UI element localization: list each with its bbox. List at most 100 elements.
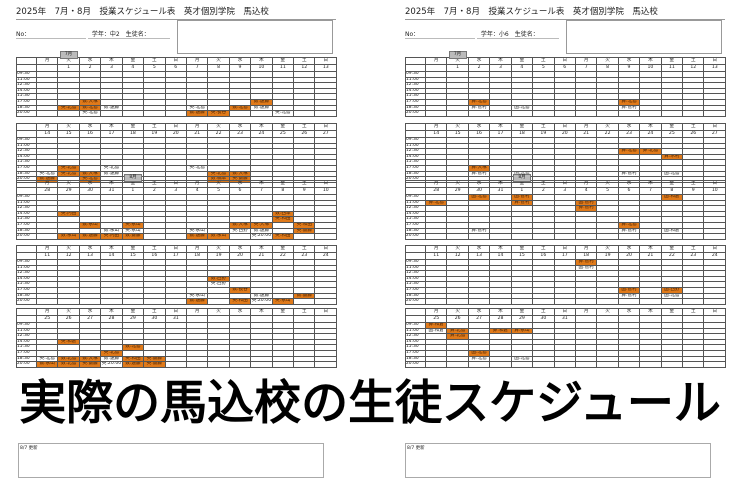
- schedule-cell: [57, 298, 80, 305]
- date-header: 4: [574, 187, 598, 195]
- lesson-entry: 国:北島: [510, 104, 534, 112]
- schedule-cell: [293, 350, 316, 357]
- date-header: 8: [596, 64, 619, 72]
- schedule-cell: [314, 327, 337, 335]
- lesson-entry: 数:遠藤: [250, 227, 273, 235]
- weekday-header: 金: [660, 123, 684, 131]
- lesson-entry: 英:永山: [185, 292, 209, 300]
- lesson-entry: 数:北島: [78, 104, 102, 112]
- date-header: [207, 315, 230, 323]
- schedule-cell: [314, 82, 337, 89]
- schedule-cell: [293, 327, 316, 335]
- lesson-entry: 国:和倉: [660, 227, 684, 235]
- schedule-cell: [467, 233, 491, 240]
- date-header: [617, 315, 641, 323]
- schedule-cell: [314, 361, 337, 368]
- time-slot-label: 20:00: [16, 298, 37, 305]
- date-header: 30: [467, 187, 491, 195]
- corner-cell: [16, 187, 37, 195]
- date-header: 28: [100, 315, 123, 323]
- weekday-header: 金: [660, 180, 684, 188]
- date-header: 8: [660, 187, 684, 195]
- lesson-entry: 算:北島: [467, 355, 491, 363]
- schedule-cell: [682, 322, 705, 329]
- schedule-cell: [703, 275, 726, 283]
- date-header: 22: [271, 252, 295, 260]
- lesson-entry: 数:大塚: [228, 170, 252, 178]
- lesson-entry: 算:菅村: [467, 227, 491, 235]
- lesson-entry: 国:西野: [660, 287, 684, 294]
- schedule-cell: [314, 99, 337, 106]
- date-header: 13: [314, 64, 337, 72]
- date-header: 15: [57, 130, 80, 138]
- week-block: 月火水木金土日月火水木金土日 1 2 3 4 5 6 7 8 9 10 11 12 13 09:30 11:0…: [405, 51, 726, 117]
- date-header: [660, 315, 684, 323]
- weekday-header: 水: [228, 57, 252, 65]
- weekday-header: 水: [78, 308, 102, 316]
- schedule-cell: [703, 287, 726, 294]
- weekday-header: 水: [78, 123, 102, 131]
- date-header: 12: [57, 252, 80, 260]
- week-block: 月火水木金土日月火水木金土日 28 29 30 31 1 2 3 4 5 6 7 8 9 10 09:30 11…: [16, 174, 337, 240]
- update-note-box: 8/7 更新: [18, 443, 324, 478]
- lesson-entry: 英:北島: [100, 350, 123, 357]
- schedule-cell: [314, 110, 337, 117]
- no-label: No：: [16, 29, 86, 39]
- lesson-entry: 算:菅村: [467, 170, 491, 178]
- date-header: 3: [553, 187, 576, 195]
- weekday-header: 金: [271, 57, 295, 65]
- schedule-cell: [703, 292, 726, 300]
- time-slot-label: 20:00: [16, 233, 37, 240]
- date-header: 28: [424, 187, 448, 195]
- date-header: 6: [164, 64, 187, 72]
- lesson-entry: 国:北島: [660, 292, 684, 300]
- lesson-entry: 算:北島: [617, 222, 641, 229]
- date-header: 23: [293, 252, 316, 260]
- student-info: No： 学年：小6 生徒名：: [405, 29, 559, 39]
- date-header: 7: [185, 64, 209, 72]
- weekday-header: 土: [293, 123, 316, 131]
- lesson-entry: 算:菅村: [617, 104, 641, 112]
- weekday-header: 土: [143, 308, 166, 316]
- weekday-header: 火: [207, 57, 230, 65]
- weekday-header: 月: [185, 180, 209, 188]
- date-header: 26: [57, 315, 80, 323]
- weekday-header: 水: [617, 180, 641, 188]
- date-header: 1: [121, 187, 145, 195]
- schedule-cell: [467, 110, 491, 117]
- date-header: 15: [446, 130, 469, 138]
- weekday-header: 日: [703, 308, 726, 316]
- weekday-header: 土: [532, 245, 555, 253]
- weekday-header: 日: [164, 180, 187, 188]
- weekday-header: 日: [164, 123, 187, 131]
- schedule-cell: [489, 110, 512, 117]
- date-header: 28: [35, 187, 59, 195]
- week-block: 月火水木金土日月火水木金土日 14 15 16 17 18 19 20 21 22 23 24 25 26…: [405, 123, 726, 183]
- weekday-header: 木: [639, 57, 662, 65]
- lesson-entry: 英:西野: [207, 281, 230, 288]
- sheet-title: 2025年 7月・8月 授業スケジュール表 英才個別学院 馬込校: [16, 5, 336, 20]
- schedule-cell: [682, 71, 705, 78]
- weekday-header: 日: [164, 308, 187, 316]
- weekday-header: 火: [446, 180, 469, 188]
- schedule-cell: [682, 344, 705, 351]
- sheet-title: 2025年 7月・8月 授業スケジュール表 英才個別学院 馬込校: [405, 5, 725, 20]
- lesson-entry: 英:大塚: [250, 222, 273, 229]
- corner-cell: [16, 315, 37, 323]
- lesson-entry: 数:長谷: [228, 287, 252, 294]
- schedule-cell: [660, 110, 684, 117]
- schedule-cell: [314, 270, 337, 277]
- weekday-header: 木: [250, 245, 273, 253]
- schedule-cell: [682, 87, 705, 95]
- schedule-cell: [574, 233, 598, 240]
- weekday-header: 土: [682, 245, 705, 253]
- schedule-cell: [164, 110, 187, 117]
- weekday-header: 火: [596, 57, 619, 65]
- date-header: 17: [100, 130, 123, 138]
- schedule-cell: [682, 93, 705, 100]
- lesson-entry: 英:和倉: [57, 338, 80, 346]
- lesson-entry: 数:永山: [78, 222, 102, 229]
- lesson-entry: 数:大塚: [78, 355, 102, 363]
- schedule-cell: [164, 233, 187, 240]
- weekday-header: 月: [424, 57, 448, 65]
